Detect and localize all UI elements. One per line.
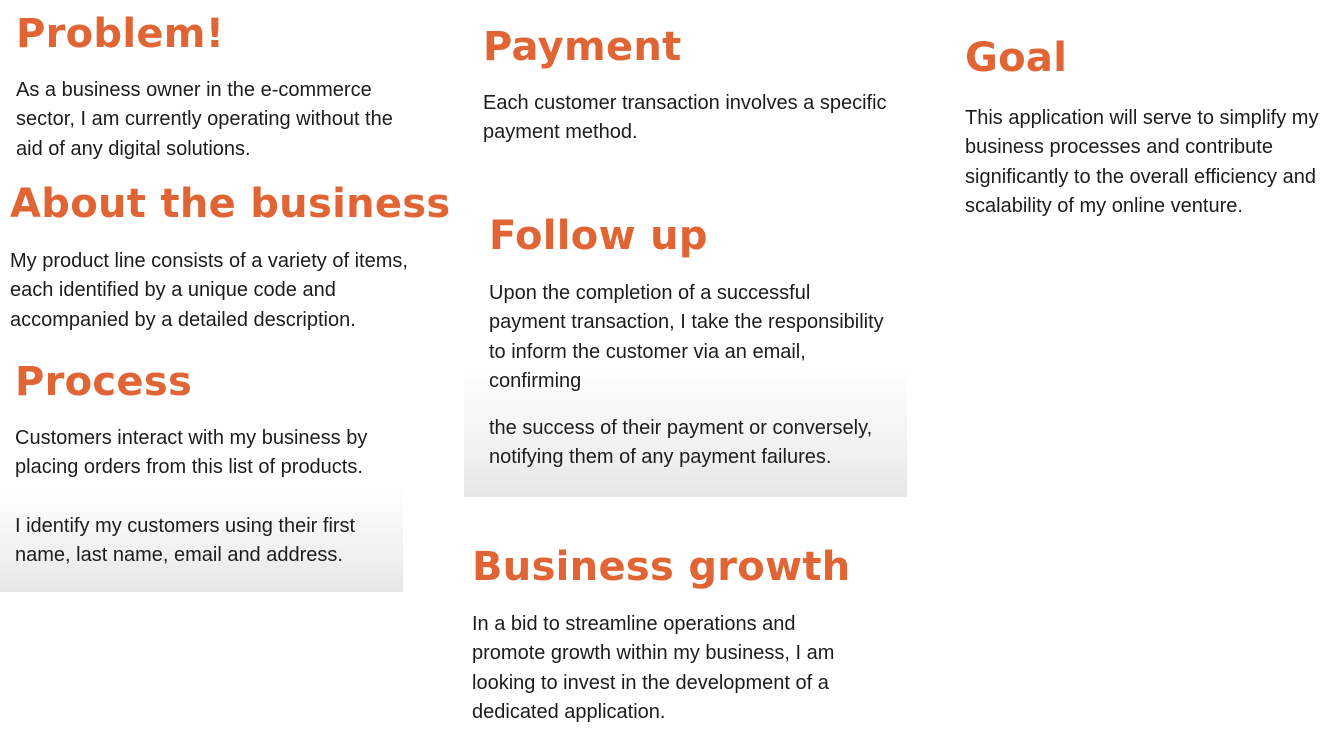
goal-section: Goal This application will serve to simp…: [965, 34, 1344, 222]
goal-heading: Goal: [965, 35, 1068, 81]
followup-line: the success of their payment or converse…: [489, 417, 873, 440]
goal-line: business processes and contribute: [965, 136, 1273, 159]
about-section: About the business My product line consi…: [10, 180, 451, 335]
payment-line: payment method.: [483, 121, 638, 144]
followup-text: Upon the completion of a successful paym…: [464, 279, 907, 396]
problem-section: Problem! As a business owner in the e-co…: [16, 10, 436, 164]
growth-line: promote growth within my business, I am: [472, 642, 835, 665]
process-text-2: I identify my customers using their firs…: [0, 512, 403, 571]
paragraph-spacer: [0, 483, 403, 512]
about-text: My product line consists of a variety of…: [10, 247, 440, 335]
goal-line: This application will serve to simplify …: [965, 107, 1319, 129]
growth-line: looking to invest in the development of …: [472, 671, 829, 694]
problem-line: sector, I am currently operating without…: [16, 108, 393, 131]
followup-line: confirming: [489, 369, 582, 392]
problem-line: As a business owner in the e-commerce: [16, 79, 372, 101]
about-line: accompanied by a detailed description.: [10, 308, 356, 331]
problem-text: As a business owner in the e-commerce se…: [16, 76, 436, 164]
followup-line: notifying them of any payment failures.: [489, 446, 832, 469]
process-section: Process Customers interact with my busin…: [0, 358, 403, 592]
growth-heading: Business growth: [472, 544, 851, 590]
payment-heading: Payment: [483, 24, 682, 70]
payment-section: Payment Each customer transaction involv…: [483, 23, 913, 148]
growth-line: In a bid to streamline operations and: [472, 613, 796, 635]
followup-line: to inform the customer via an email,: [489, 340, 806, 363]
growth-text: In a bid to streamline operations and pr…: [472, 610, 892, 727]
followup-line: payment transaction, I take the responsi…: [489, 311, 884, 334]
growth-section: Business growth In a bid to streamline o…: [472, 543, 892, 728]
process-line: I identify my customers using their firs…: [15, 514, 356, 537]
goal-line: scalability of my online venture.: [965, 194, 1243, 217]
problem-line: aid of any digital solutions.: [16, 137, 251, 160]
about-line: each identified by a unique code and: [10, 279, 336, 302]
process-line: Customers interact with my business by: [15, 427, 368, 449]
about-heading: About the business: [10, 181, 451, 227]
process-text-1: Customers interact with my business by p…: [0, 424, 403, 483]
process-line: placing orders from this list of product…: [15, 456, 363, 479]
followup-line: Upon the completion of a successful: [489, 282, 811, 304]
payment-text: Each customer transaction involves a spe…: [483, 89, 913, 148]
about-line: My product line consists of a variety of…: [10, 250, 408, 272]
followup-heading: Follow up: [489, 213, 708, 259]
followup-continuation: the success of their payment or converse…: [464, 414, 907, 473]
goal-text: This application will serve to simplify …: [965, 104, 1344, 221]
growth-line: dedicated application.: [472, 700, 666, 723]
goal-line: significantly to the overall efficiency …: [965, 165, 1316, 188]
problem-heading: Problem!: [16, 11, 225, 57]
payment-line: Each customer transaction involves a spe…: [483, 92, 887, 114]
followup-section: Follow up Upon the completion of a succe…: [464, 212, 907, 497]
process-line: name, last name, email and address.: [15, 543, 343, 566]
process-heading: Process: [15, 359, 193, 405]
